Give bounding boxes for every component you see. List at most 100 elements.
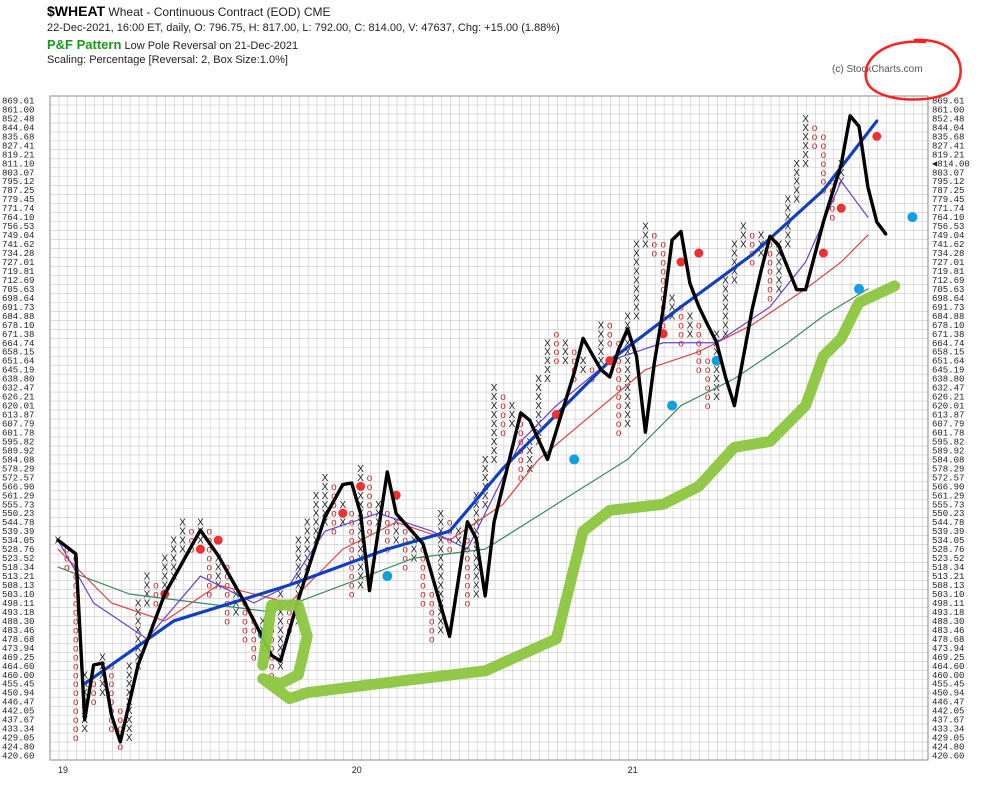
o-box: o (705, 383, 711, 394)
price-label-right: 420.60 (932, 752, 964, 762)
price-label-right: 787.25 (932, 186, 964, 196)
price-label-right: 578.29 (932, 464, 964, 474)
price-label-right: 638.80 (932, 375, 964, 385)
trend-line (83, 119, 879, 686)
x-box: X (170, 545, 177, 556)
price-label-right: 869.61 (932, 96, 964, 106)
o-box: o (118, 715, 124, 726)
x-box: X (259, 616, 266, 627)
price-label-left: 607.79 (2, 420, 34, 430)
o-box: o (447, 518, 453, 529)
o-box: o (224, 563, 230, 574)
o-box: o (73, 706, 79, 717)
price-label-left: 756.53 (2, 222, 34, 232)
o-box: o (73, 697, 79, 708)
price-label-left: 464.60 (2, 662, 34, 672)
price-label-left: 727.01 (2, 258, 34, 268)
o-box: o (385, 536, 391, 547)
o-box: o (109, 661, 115, 672)
o-box: o (153, 598, 159, 609)
price-label-right: 712.69 (932, 276, 964, 286)
price-label-left: 620.01 (2, 402, 34, 412)
o-box: o (269, 652, 275, 663)
price-label-right: 601.78 (932, 428, 964, 438)
price-label-left: 550.23 (2, 509, 34, 519)
price-label-left: 771.74 (2, 204, 34, 214)
price-label-right: 460.00 (932, 671, 964, 681)
price-label-left: 719.81 (2, 267, 34, 277)
price-label-right: 566.90 (932, 482, 964, 492)
x-box: X (633, 275, 640, 286)
o-box: o (224, 607, 230, 618)
price-label-left: 534.05 (2, 536, 34, 546)
price-label-left: 450.94 (2, 689, 34, 699)
o-box: o (420, 563, 426, 574)
o-box: o (812, 132, 818, 143)
o-box: o (465, 598, 471, 609)
x-box: X (215, 572, 222, 583)
x-box: X (473, 554, 480, 565)
price-label-left: 478.68 (2, 635, 34, 645)
o-box: o (73, 598, 79, 609)
price-label-left: 578.29 (2, 464, 34, 474)
price-label-right: 844.04 (932, 123, 964, 133)
x-box: X (135, 625, 142, 636)
price-label-right: 835.68 (932, 132, 964, 142)
o-box: o (331, 482, 337, 493)
x-box: X (357, 563, 364, 574)
price-label-left: 584.08 (2, 455, 34, 465)
x-box: X (99, 679, 106, 690)
x-box: X (304, 536, 311, 547)
x-box: X (784, 204, 791, 215)
price-label-left: 455.45 (2, 680, 34, 690)
x-box: X (375, 500, 382, 511)
price-label-left: 460.00 (2, 671, 34, 681)
x-box: X (482, 464, 489, 475)
o-box: o (616, 365, 622, 376)
x-box: X (313, 527, 320, 538)
x-box: X (295, 536, 302, 547)
price-label-right: 664.74 (932, 339, 964, 349)
x-box: X (295, 581, 302, 592)
x-box: X (233, 607, 240, 618)
o-box: o (571, 374, 577, 385)
price-label-right: 473.94 (932, 644, 964, 654)
o-box: o (73, 670, 79, 681)
o-box: o (109, 670, 115, 681)
x-box: X (802, 114, 809, 125)
x-box: X (802, 132, 809, 143)
price-label-right: 483.46 (932, 626, 964, 636)
o-box: o (652, 231, 658, 242)
x-box: X (473, 509, 480, 520)
price-label-left: 698.64 (2, 294, 34, 304)
o-box: o (500, 392, 506, 403)
signal-dot-blue (569, 454, 580, 465)
signal-dot-red (694, 248, 704, 258)
o-box: o (349, 581, 355, 592)
o-box: o (349, 536, 355, 547)
price-label-right: 478.68 (932, 635, 964, 645)
x-box: X (838, 168, 845, 179)
o-box: o (616, 356, 622, 367)
x-box: X (437, 545, 444, 556)
price-label-right: 437.67 (932, 716, 964, 726)
o-box: o (821, 150, 827, 161)
o-box: o (616, 383, 622, 394)
o-box: o (429, 590, 435, 601)
x-box: X (322, 482, 329, 493)
price-label-left: 638.80 (2, 375, 34, 385)
price-label-left: 827.41 (2, 141, 34, 151)
x-box: X (491, 428, 498, 439)
x-box: X (535, 401, 542, 412)
x-box: X (544, 374, 551, 385)
o-box: o (705, 401, 711, 412)
x-box: X (393, 527, 400, 538)
x-box: X (170, 563, 177, 574)
x-box: X (437, 616, 444, 627)
price-label-left: 503.10 (2, 590, 34, 600)
x-box: X (295, 572, 302, 583)
o-box: o (696, 347, 702, 358)
x-box: X (393, 518, 400, 529)
x-box: X (731, 275, 738, 286)
o-box: o (660, 249, 666, 260)
